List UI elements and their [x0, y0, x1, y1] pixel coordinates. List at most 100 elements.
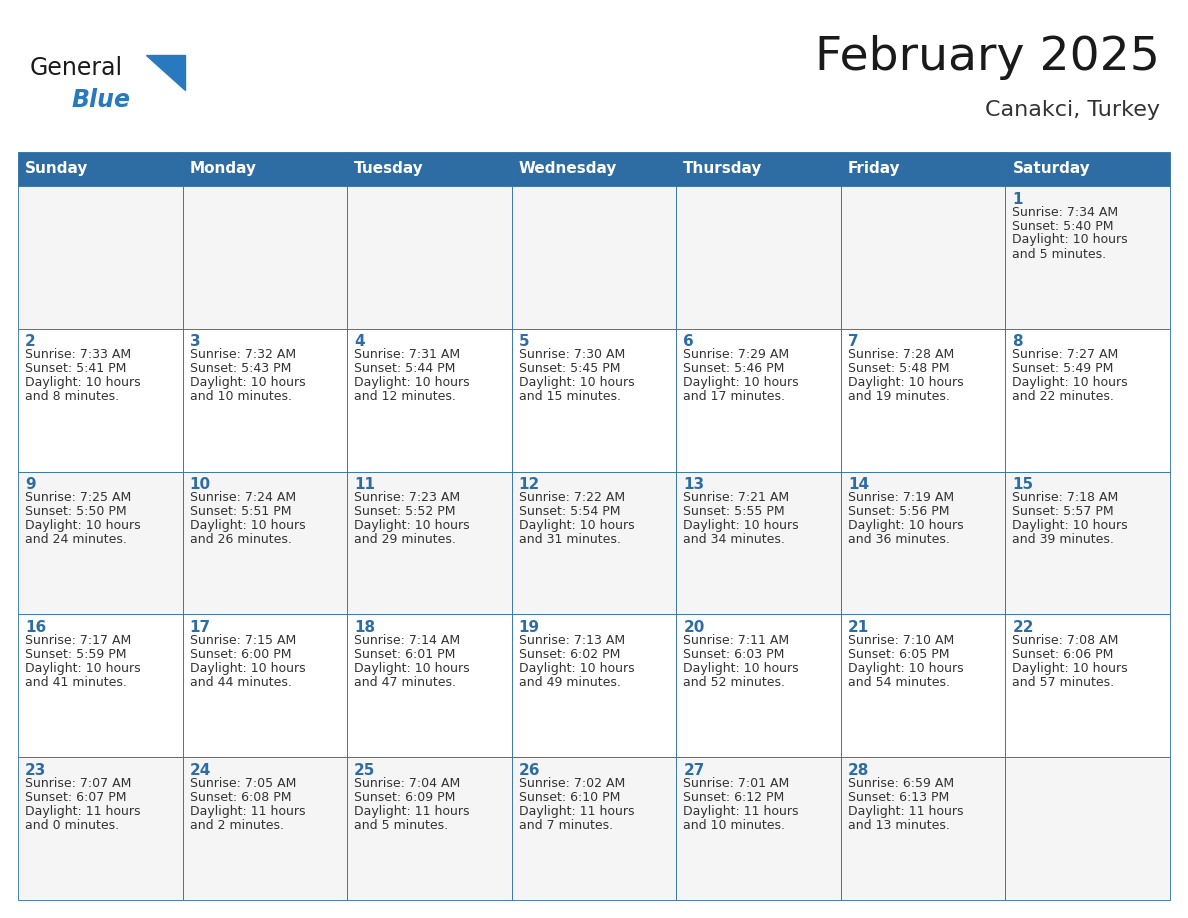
Text: Sunset: 6:10 PM: Sunset: 6:10 PM [519, 790, 620, 803]
Text: and 12 minutes.: and 12 minutes. [354, 390, 456, 403]
Text: 3: 3 [190, 334, 201, 350]
Text: Daylight: 10 hours: Daylight: 10 hours [354, 376, 469, 389]
Bar [183, 472, 347, 614]
Text: 18: 18 [354, 620, 375, 635]
Text: Sunset: 5:48 PM: Sunset: 5:48 PM [848, 363, 949, 375]
Text: Daylight: 10 hours: Daylight: 10 hours [190, 376, 305, 389]
Text: Sunrise: 7:01 AM: Sunrise: 7:01 AM [683, 777, 790, 789]
Text: Sunset: 6:09 PM: Sunset: 6:09 PM [354, 790, 455, 803]
Text: 2: 2 [25, 334, 36, 350]
Text: Sunrise: 7:32 AM: Sunrise: 7:32 AM [190, 348, 296, 362]
Text: Daylight: 10 hours: Daylight: 10 hours [1012, 233, 1129, 247]
Text: 15: 15 [1012, 477, 1034, 492]
Bar [841, 757, 1005, 900]
Text: and 5 minutes.: and 5 minutes. [1012, 248, 1106, 261]
Text: 26: 26 [519, 763, 541, 778]
Text: Sunset: 6:03 PM: Sunset: 6:03 PM [683, 648, 784, 661]
Bar [841, 329, 1005, 472]
Bar [18, 329, 183, 472]
Text: 16: 16 [25, 620, 46, 635]
Text: Sunset: 5:50 PM: Sunset: 5:50 PM [25, 505, 127, 518]
Text: Sunset: 5:40 PM: Sunset: 5:40 PM [1012, 219, 1114, 232]
Bar [512, 329, 676, 472]
Bar [347, 186, 512, 329]
Text: Sunrise: 7:04 AM: Sunrise: 7:04 AM [354, 777, 461, 789]
Text: 7: 7 [848, 334, 859, 350]
Bar [347, 757, 512, 900]
Text: Sunset: 5:52 PM: Sunset: 5:52 PM [354, 505, 456, 518]
Text: Sunrise: 7:30 AM: Sunrise: 7:30 AM [519, 348, 625, 362]
Text: Sunrise: 7:17 AM: Sunrise: 7:17 AM [25, 634, 131, 647]
Text: Sunset: 5:43 PM: Sunset: 5:43 PM [190, 363, 291, 375]
Bar [676, 757, 841, 900]
Text: and 34 minutes.: and 34 minutes. [683, 533, 785, 546]
Text: Sunrise: 7:13 AM: Sunrise: 7:13 AM [519, 634, 625, 647]
Text: and 2 minutes.: and 2 minutes. [190, 819, 284, 832]
Text: Wednesday: Wednesday [519, 162, 617, 176]
Text: and 44 minutes.: and 44 minutes. [190, 676, 291, 688]
Text: 28: 28 [848, 763, 870, 778]
Text: 20: 20 [683, 620, 704, 635]
Text: Sunset: 5:59 PM: Sunset: 5:59 PM [25, 648, 126, 661]
Bar [1005, 186, 1170, 329]
Text: Sunrise: 6:59 AM: Sunrise: 6:59 AM [848, 777, 954, 789]
Bar [676, 186, 841, 329]
Text: Sunset: 5:57 PM: Sunset: 5:57 PM [1012, 505, 1114, 518]
Bar [841, 472, 1005, 614]
Text: Sunday: Sunday [25, 162, 88, 176]
Text: Sunset: 5:41 PM: Sunset: 5:41 PM [25, 363, 126, 375]
Bar [512, 757, 676, 900]
Bar [183, 152, 347, 186]
Text: and 29 minutes.: and 29 minutes. [354, 533, 456, 546]
Text: and 8 minutes.: and 8 minutes. [25, 390, 119, 403]
Text: Sunset: 6:13 PM: Sunset: 6:13 PM [848, 790, 949, 803]
Text: Friday: Friday [848, 162, 901, 176]
Text: General: General [30, 56, 124, 80]
Bar [347, 472, 512, 614]
Text: Daylight: 10 hours: Daylight: 10 hours [354, 662, 469, 675]
Text: 13: 13 [683, 477, 704, 492]
Text: Daylight: 10 hours: Daylight: 10 hours [683, 376, 798, 389]
Text: 1: 1 [1012, 192, 1023, 207]
Text: Sunset: 5:49 PM: Sunset: 5:49 PM [1012, 363, 1114, 375]
Text: Daylight: 10 hours: Daylight: 10 hours [25, 662, 140, 675]
Bar [183, 614, 347, 757]
Text: Sunset: 6:08 PM: Sunset: 6:08 PM [190, 790, 291, 803]
Text: Sunrise: 7:18 AM: Sunrise: 7:18 AM [1012, 491, 1119, 504]
Text: 5: 5 [519, 334, 530, 350]
Text: Sunrise: 7:07 AM: Sunrise: 7:07 AM [25, 777, 132, 789]
Text: Sunrise: 7:34 AM: Sunrise: 7:34 AM [1012, 206, 1119, 218]
Text: Daylight: 10 hours: Daylight: 10 hours [848, 376, 963, 389]
Text: 10: 10 [190, 477, 210, 492]
Bar [512, 186, 676, 329]
Text: Sunrise: 7:23 AM: Sunrise: 7:23 AM [354, 491, 460, 504]
Bar [676, 472, 841, 614]
Text: and 19 minutes.: and 19 minutes. [848, 390, 949, 403]
Text: Sunset: 5:44 PM: Sunset: 5:44 PM [354, 363, 455, 375]
Text: Daylight: 10 hours: Daylight: 10 hours [683, 519, 798, 532]
Text: Thursday: Thursday [683, 162, 763, 176]
Text: and 13 minutes.: and 13 minutes. [848, 819, 949, 832]
Bar [183, 186, 347, 329]
Text: Saturday: Saturday [1012, 162, 1091, 176]
Text: Daylight: 11 hours: Daylight: 11 hours [190, 805, 305, 818]
Text: and 22 minutes.: and 22 minutes. [1012, 390, 1114, 403]
Text: Sunrise: 7:33 AM: Sunrise: 7:33 AM [25, 348, 131, 362]
Bar [18, 186, 183, 329]
Text: 9: 9 [25, 477, 36, 492]
Text: Daylight: 10 hours: Daylight: 10 hours [25, 376, 140, 389]
Text: Sunrise: 7:11 AM: Sunrise: 7:11 AM [683, 634, 789, 647]
Bar [183, 329, 347, 472]
Bar [347, 329, 512, 472]
Text: Sunrise: 7:08 AM: Sunrise: 7:08 AM [1012, 634, 1119, 647]
Text: and 57 minutes.: and 57 minutes. [1012, 676, 1114, 688]
Text: Daylight: 10 hours: Daylight: 10 hours [25, 519, 140, 532]
Text: Sunset: 6:12 PM: Sunset: 6:12 PM [683, 790, 784, 803]
Text: Daylight: 10 hours: Daylight: 10 hours [519, 519, 634, 532]
Text: 6: 6 [683, 334, 694, 350]
Text: Sunset: 6:00 PM: Sunset: 6:00 PM [190, 648, 291, 661]
Text: Sunrise: 7:15 AM: Sunrise: 7:15 AM [190, 634, 296, 647]
Text: 27: 27 [683, 763, 704, 778]
Text: Sunset: 6:07 PM: Sunset: 6:07 PM [25, 790, 126, 803]
Text: Canakci, Turkey: Canakci, Turkey [985, 100, 1159, 120]
